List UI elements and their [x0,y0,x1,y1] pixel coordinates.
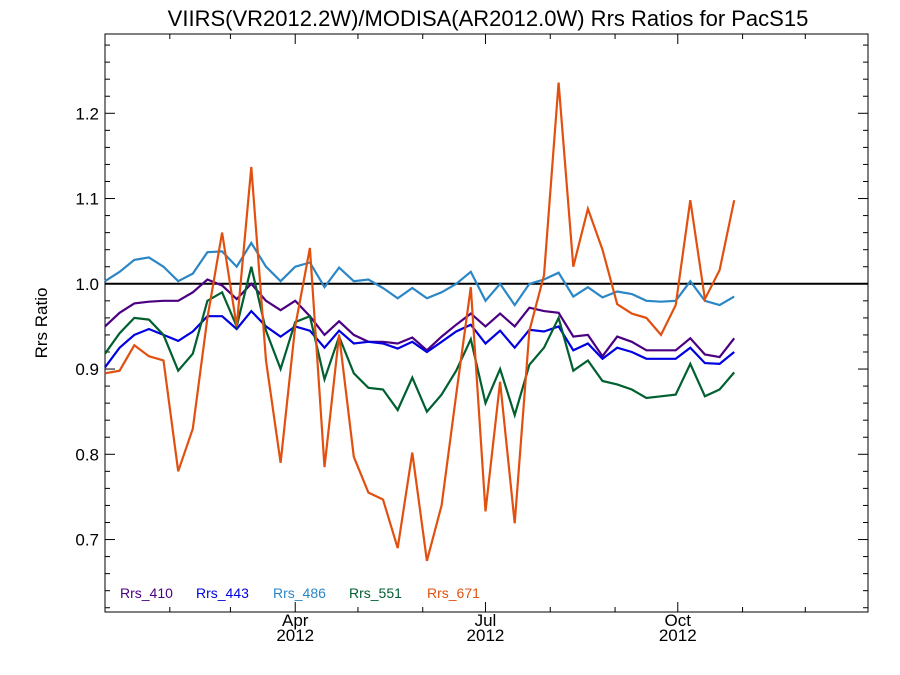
x-tick-label-month: Jul [475,611,497,630]
y-axis-label: Rrs Ratio [32,288,51,359]
legend-entry-rrs-551: Rrs_551 [349,585,402,601]
x-tick-label-year: 2012 [659,626,697,645]
y-tick-label: 0.8 [75,445,99,464]
legend-entry-rrs-486: Rrs_486 [273,585,326,601]
legend-entry-rrs-671: Rrs_671 [427,585,480,601]
series-line-rrs-671 [104,82,736,562]
series-line-rrs-486 [104,240,735,308]
x-tick-label-year: 2012 [276,626,314,645]
chart-title: VIIRS(VR2012.2W)/MODISA(AR2012.0W) Rrs R… [168,6,809,31]
legend-entry-rrs-410: Rrs_410 [120,585,173,601]
y-tick-label: 1.0 [75,275,99,294]
series-lines [104,82,736,562]
series-line-rrs-410 [104,278,736,359]
x-tick-label-month: Oct [665,611,692,630]
y-axis: 0.7 0.8 0.9 1.0 1.1 1.2 [75,44,868,609]
y-tick-label: 0.7 [75,531,99,550]
x-tick-label-year: 2012 [467,626,505,645]
plot-frame [104,33,869,613]
series-line-rrs-551 [104,266,736,419]
legend: Rrs_410 Rrs_443 Rrs_486 Rrs_551 Rrs_671 [120,585,480,601]
x-tick-label-month: Apr [282,611,309,630]
series-line-rrs-443 [104,309,735,368]
y-tick-label: 0.9 [75,360,99,379]
legend-entry-rrs-443: Rrs_443 [196,585,249,601]
y-tick-label: 1.2 [75,104,99,123]
y-tick-label: 1.1 [75,190,99,209]
